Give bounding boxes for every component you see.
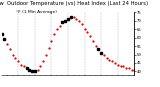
Text: Milw  Outdoor Temperature (vs) Heat Index (Last 24 Hours): Milw Outdoor Temperature (vs) Heat Index… — [0, 1, 148, 6]
Text: °F (1 Min Average): °F (1 Min Average) — [16, 10, 57, 14]
